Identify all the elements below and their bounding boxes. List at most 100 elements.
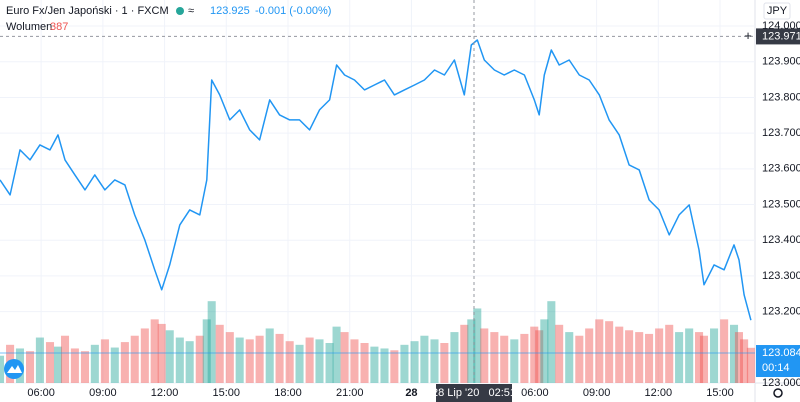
volume-bar [165, 330, 174, 383]
volume-bar [729, 324, 739, 383]
x-tick-label: 12:00 [151, 387, 179, 399]
volume-bar [740, 339, 749, 383]
volume-name: Wolumen [6, 21, 52, 33]
y-tick-label: 123.800 [762, 91, 800, 103]
volume-bar [605, 321, 614, 383]
volume-bar [130, 335, 139, 383]
volume-bar [45, 342, 55, 383]
volume-bar [420, 335, 429, 383]
x-tick-label: 12:00 [645, 387, 673, 399]
volume-bar [100, 339, 109, 383]
volume-bar [655, 328, 664, 383]
volume-bar [500, 335, 509, 383]
y-tick-label: 123.400 [762, 234, 800, 246]
crosshair-time-box [436, 384, 512, 402]
volume-bar [390, 350, 399, 383]
volume-bar [595, 319, 604, 383]
volume-bar [410, 341, 419, 383]
volume-bar [350, 339, 359, 383]
volume-bar [555, 324, 564, 383]
x-tick-label: 28 [405, 387, 417, 399]
volume-bar [60, 335, 70, 383]
volume-bar [315, 339, 324, 383]
x-tick-label: 06:00 [521, 387, 549, 399]
volume-bar [255, 335, 264, 383]
last-value: 123.925 [210, 5, 250, 17]
y-tick-label: 123.000 [762, 377, 800, 389]
chart-title: Euro Fx/Jen Japoński · 1 · FXCM [6, 5, 169, 17]
y-tick-label: 123.900 [762, 56, 800, 68]
crosshair-time: 28 Lip '20 02:51 [432, 387, 516, 399]
x-tick-label: 18:00 [274, 387, 302, 399]
volume-bar [480, 328, 489, 383]
price-line [0, 39, 752, 321]
status-dot [176, 7, 184, 15]
volume-bar [695, 332, 704, 383]
volume-bar [710, 328, 719, 383]
volume-bar [490, 332, 499, 383]
y-tick-label: 123.700 [762, 127, 800, 139]
volume-bar [225, 332, 234, 383]
volume-bar [746, 347, 755, 383]
y-tick-label: 123.200 [762, 306, 800, 318]
volume-bar [699, 335, 709, 383]
volume-bar [325, 343, 334, 383]
volume-bar [430, 339, 439, 383]
volume-bar [215, 324, 224, 383]
volume-bar [305, 337, 314, 383]
volume-bar [450, 332, 459, 383]
volume-bar [530, 326, 539, 383]
crosshair-value: 123.971 [762, 30, 800, 42]
volume-bar [540, 319, 549, 383]
volume-bar [734, 332, 743, 383]
volume-bar [285, 341, 294, 383]
change: -0.001 (-0.00%) [255, 5, 331, 17]
volume-bar [535, 330, 544, 383]
volume-bar [35, 337, 44, 383]
volume-bar [70, 348, 79, 383]
volume-bar [26, 351, 35, 383]
volume-bar [575, 335, 584, 383]
volume-bar [565, 332, 574, 383]
volume-bar [195, 335, 204, 383]
x-tick-label: 15:00 [706, 387, 734, 399]
x-tick-label: 09:00 [89, 387, 117, 399]
y-tick-label: 124.000 [762, 20, 800, 32]
volume-bar [510, 339, 519, 383]
volume-bar [467, 319, 476, 383]
logo [4, 359, 24, 379]
x-tick-label: 09:00 [583, 387, 611, 399]
volume-bar [685, 328, 694, 383]
volume-bar [370, 346, 379, 383]
volume-bar [635, 332, 644, 383]
volume-bar [90, 344, 99, 383]
volume-bar [245, 339, 254, 383]
volume-bar [547, 301, 556, 383]
currency: JPY [767, 5, 788, 17]
volume-bar [473, 308, 482, 383]
volume-bar [110, 347, 119, 383]
y-tick-label: 123.500 [762, 198, 800, 210]
volume-bar [360, 343, 369, 383]
countdown: 00:14 [762, 362, 790, 374]
volume-bar [295, 344, 304, 383]
volume-bar [625, 330, 634, 383]
x-tick-label: 06:00 [27, 387, 55, 399]
volume-bar [175, 337, 184, 383]
volume-bar [400, 344, 409, 383]
volume-bar [460, 324, 469, 383]
volume-bar [275, 333, 284, 383]
volume-bar [665, 324, 674, 383]
volume-bar [675, 332, 684, 383]
plus-icon: + [744, 28, 752, 43]
crosshair-label-box [756, 28, 800, 45]
volume-bar [332, 326, 341, 383]
currency-box[interactable] [763, 2, 791, 20]
x-tick-label: 15:00 [213, 387, 241, 399]
volume-bar [340, 332, 349, 383]
volume-bar [235, 337, 244, 383]
settings-icon[interactable] [773, 388, 783, 398]
volume-bar [380, 348, 389, 383]
volume-bar [0, 355, 5, 383]
